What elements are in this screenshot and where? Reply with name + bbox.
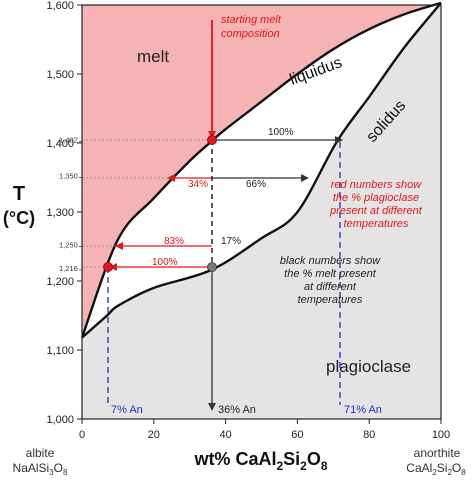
solidus-curve	[81, 2, 442, 339]
liquidus-curve	[80, 1, 442, 339]
starting-melt-line2: composition	[221, 28, 280, 40]
black-note-line1: black numbers show	[280, 255, 381, 267]
plagioclase-region	[82, 2, 441, 420]
y-small-tick-label: 1,250	[59, 241, 78, 250]
y-tick-label: 1,300	[46, 207, 74, 219]
y-axis-title-symbol: T	[13, 183, 25, 205]
starting-melt-point	[207, 135, 217, 145]
starting-melt-line1: starting melt	[221, 14, 282, 26]
x-tick-label: 0	[79, 429, 85, 441]
pct-34-plag: 34%	[188, 179, 208, 190]
x-tick-label: 20	[148, 429, 160, 441]
y-small-tick-label: 1,402	[59, 136, 78, 145]
anorthite-label: anorthite	[414, 446, 461, 460]
y-tick-label: 1,100	[46, 345, 74, 357]
anorthite-formula: CaAl2Si2O8	[406, 461, 466, 477]
y-tick-label: 1,400	[46, 138, 74, 150]
an-71-label: 71% An	[344, 404, 382, 416]
red-note-line4: temperatures	[344, 218, 409, 230]
red-note-line1: red numbers show	[331, 179, 423, 191]
an-7-label: 7% An	[111, 404, 143, 416]
y-small-tick-label: 1,350	[59, 172, 78, 181]
y-axis-small-ticks: 1,402 1,350 1,250 1,216	[59, 136, 82, 273]
y-axis-title-unit: (°C)	[3, 208, 35, 228]
red-note-line3: present at different	[329, 205, 423, 217]
melt-label: melt	[137, 47, 169, 66]
y-tick-label: 1,200	[46, 276, 74, 288]
y-tick-label: 1,000	[46, 414, 74, 426]
an-36-label: 36% An	[218, 404, 256, 416]
black-note-line3: at different	[304, 281, 357, 293]
pct-100-plag: 100%	[152, 257, 178, 268]
plagioclase-label: plagioclase	[326, 357, 411, 376]
albite-label: albite	[26, 446, 55, 460]
albite-formula: NaAlSi3O8	[13, 461, 68, 477]
y-tick-label: 1,600	[46, 0, 74, 12]
red-note-line2: the % plagioclase	[333, 192, 419, 204]
melt-region	[82, 2, 441, 338]
pct-17-melt: 17%	[221, 236, 241, 247]
x-axis-ticks: 0 20 40 60 80 100	[79, 419, 450, 441]
x-tick-label: 80	[363, 429, 375, 441]
x-tick-label: 40	[219, 429, 231, 441]
last-melt-point	[103, 262, 113, 272]
y-small-tick-label: 1,216	[59, 264, 78, 273]
pct-100-melt: 100%	[268, 127, 294, 138]
y-axis-ticks: 1,000 1,100 1,200 1,300 1,400 1,500 1,600	[46, 0, 82, 426]
x-tick-label: 60	[291, 429, 303, 441]
x-tick-label: 100	[432, 429, 450, 441]
pct-83-plag: 83%	[164, 236, 184, 247]
black-note-line2: the % melt present	[284, 268, 377, 280]
black-note-line4: temperatures	[298, 294, 363, 306]
solid-point	[207, 262, 217, 272]
x-axis-title: wt% CaAl2Si2O8	[193, 449, 327, 473]
y-tick-label: 1,500	[46, 69, 74, 81]
pct-66-melt: 66%	[246, 179, 266, 190]
